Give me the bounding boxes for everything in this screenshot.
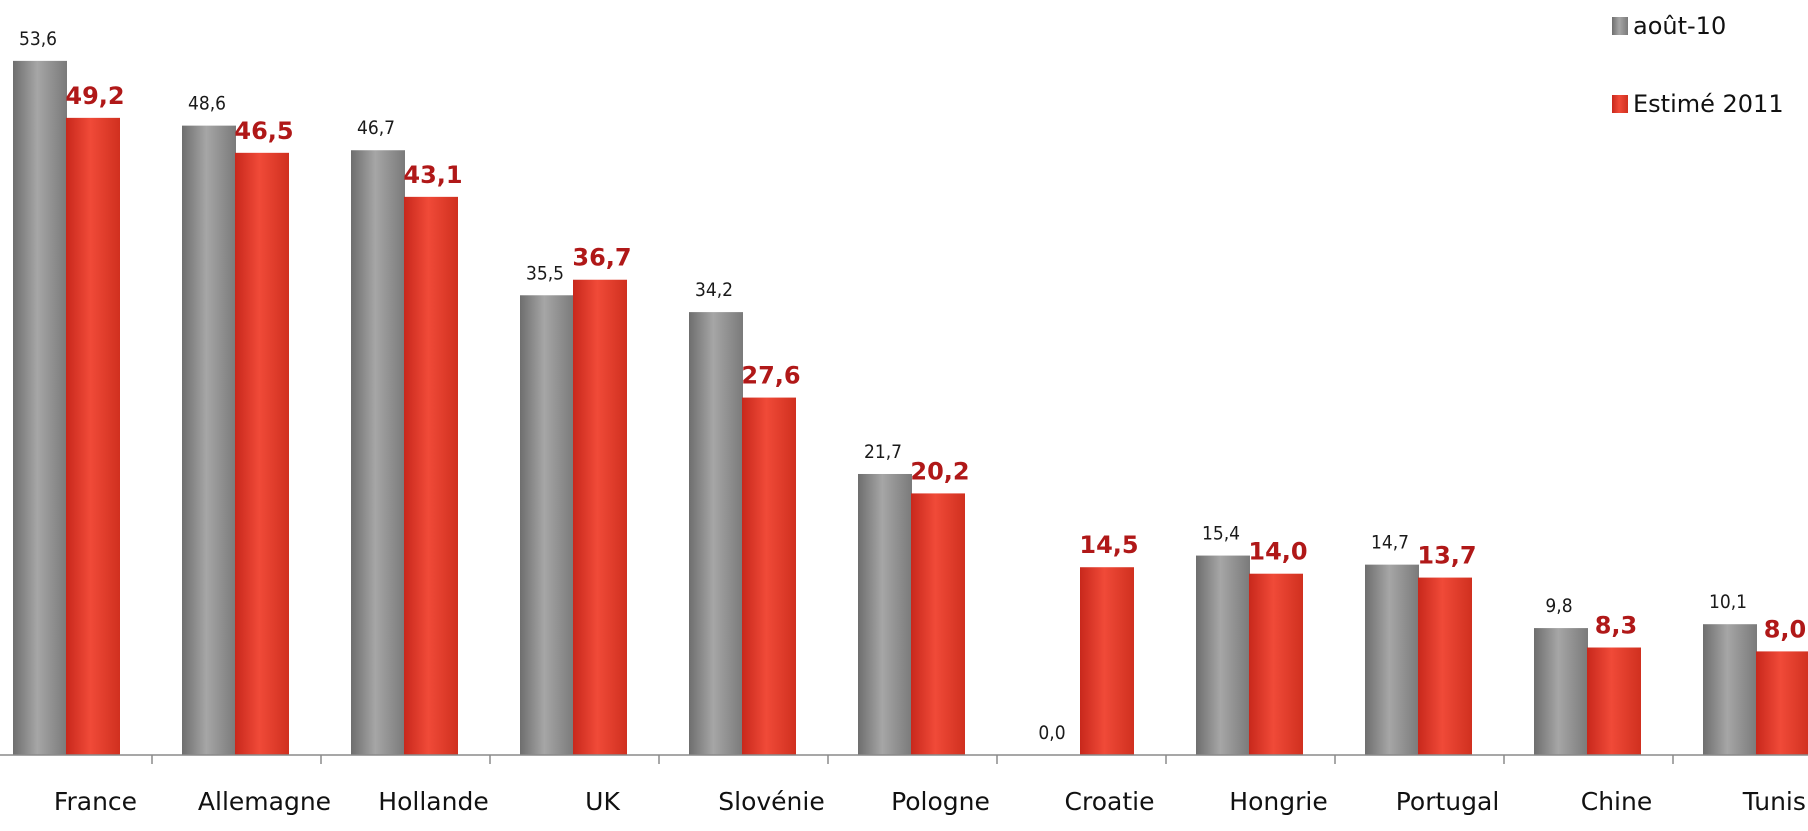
x-tick-label-chine: Chine: [1581, 787, 1652, 816]
x-tick-label-portugal: Portugal: [1396, 787, 1500, 816]
bar-aout10-allemagne: [182, 125, 236, 755]
value-label-estime2011-hollande: 43,1: [403, 161, 462, 189]
bar-aout10-chine: [1534, 628, 1588, 755]
bar-aout10-portugal: [1365, 564, 1419, 755]
bar-estime2011-croatie: [1080, 567, 1134, 755]
value-label-aout10-croatie: 0,0: [1038, 722, 1065, 744]
value-label-estime2011-croatie: 14,5: [1079, 531, 1138, 559]
value-label-estime2011-portugal: 13,7: [1417, 542, 1476, 570]
bar-aout10-pologne: [858, 473, 912, 755]
x-tick-label-hollande: Hollande: [378, 787, 488, 816]
bar-estime2011-portugal: [1418, 577, 1472, 755]
value-label-aout10-slovénie: 34,2: [695, 279, 733, 301]
bar-aout10-uk: [520, 295, 574, 755]
bar-estime2011-pologne: [911, 493, 965, 755]
value-label-estime2011-tunisie: 8,0: [1764, 615, 1807, 643]
legend-label-estime2011: Estimé 2011: [1633, 90, 1784, 118]
bar-estime2011-allemagne: [235, 152, 289, 755]
value-label-estime2011-allemagne: 46,5: [234, 117, 293, 145]
bar-aout10-hollande: [351, 150, 405, 756]
value-label-aout10-uk: 35,5: [526, 262, 564, 284]
legend-label-aout10: août-10: [1633, 12, 1726, 40]
x-tick-label-allemagne: Allemagne: [198, 787, 331, 816]
value-label-estime2011-france: 49,2: [65, 82, 124, 110]
bar-aout10-tunisie: [1703, 624, 1757, 755]
x-tick-label-france: France: [54, 787, 137, 816]
value-label-estime2011-pologne: 20,2: [910, 457, 969, 485]
legend: août-10 Estimé 2011: [1612, 12, 1784, 118]
value-label-aout10-hongrie: 15,4: [1202, 523, 1240, 545]
bar-estime2011-chine: [1587, 647, 1641, 755]
value-label-aout10-tunisie: 10,1: [1709, 591, 1747, 613]
x-tick-label-croatie: Croatie: [1065, 787, 1155, 816]
value-label-estime2011-uk: 36,7: [572, 244, 631, 272]
value-label-estime2011-chine: 8,3: [1595, 612, 1638, 640]
value-label-aout10-allemagne: 48,6: [188, 93, 226, 115]
x-tick-label-pologne: Pologne: [891, 787, 990, 816]
x-axis: France Allemagne Hollande UK Slovénie Pologne…: [0, 754, 1808, 816]
value-label-aout10-portugal: 14,7: [1371, 532, 1409, 554]
bar-estime2011-tunisie: [1756, 651, 1808, 755]
bar-estime2011-uk: [573, 279, 627, 755]
bar-estime2011-hongrie: [1249, 573, 1303, 755]
x-tick-label-slovénie: Slovénie: [718, 787, 824, 816]
x-tick-label-tunisie: Tunisie: [1742, 787, 1808, 816]
bar-aout10-slovénie: [689, 312, 743, 755]
x-tick-label-hongrie: Hongrie: [1229, 787, 1327, 816]
value-label-aout10-france: 53,6: [19, 28, 57, 50]
value-label-estime2011-hongrie: 14,0: [1248, 538, 1307, 566]
value-label-aout10-chine: 9,8: [1545, 595, 1572, 617]
bar-aout10-hongrie: [1196, 555, 1250, 755]
bar-estime2011-hollande: [404, 196, 458, 756]
legend-swatch-estime2011: [1612, 95, 1628, 113]
bar-aout10-france: [13, 60, 67, 755]
bar-estime2011-slovénie: [742, 397, 796, 755]
value-label-aout10-pologne: 21,7: [864, 441, 902, 463]
bars-layer: [13, 60, 1808, 756]
bar-estime2011-france: [66, 117, 120, 756]
value-label-aout10-hollande: 46,7: [357, 117, 395, 139]
legend-swatch-aout10: [1612, 17, 1628, 35]
x-tick-label-uk: UK: [585, 787, 620, 816]
value-labels-layer: 53,6 49,2 48,6 46,5 46,7 43,1 35,5 36,7 34,2 27,6…: [19, 28, 1806, 744]
value-label-estime2011-slovénie: 27,6: [741, 362, 800, 390]
